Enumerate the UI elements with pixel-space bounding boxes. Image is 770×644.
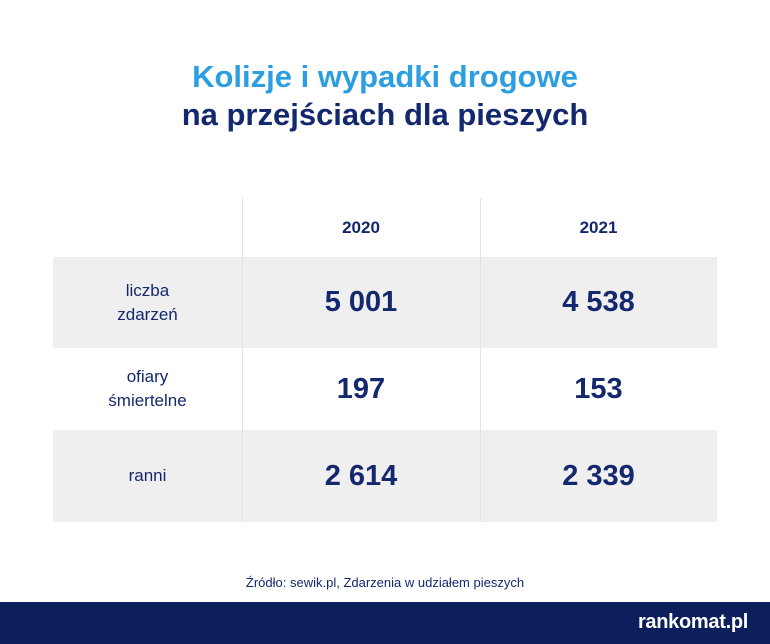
row-label-line-1: ranni xyxy=(128,466,167,485)
table-cell-value: 197 xyxy=(336,372,386,405)
title-line-1: Kolizje i wypadki drogowe xyxy=(192,59,578,94)
data-table: 2020 2021 liczba zdarzeń 5 001 4 538 ofi… xyxy=(53,198,717,522)
chart-title: Kolizje i wypadki drogowe na przejściach… xyxy=(0,58,770,134)
row-label-line-2: zdarzeń xyxy=(117,304,178,324)
table-cell-value: 2 614 xyxy=(324,459,398,492)
table-cell-value: 5 001 xyxy=(324,286,398,318)
table-row-ofiary-smiertelne: ofiary śmiertelne 197 153 xyxy=(53,348,717,430)
title-line-2: na przejściach dla pieszych xyxy=(181,97,589,132)
table-cell-value: 4 538 xyxy=(562,286,635,318)
source-note: Źródło: sewik.pl, Zdarzenia w udziałem p… xyxy=(245,575,525,590)
column-header-2020: 2020 xyxy=(342,218,380,237)
row-label: liczba zdarzeń xyxy=(53,257,242,348)
footer-bar: rankomat.pl xyxy=(0,602,770,644)
table-cell-value: 153 xyxy=(574,372,623,405)
table-row-ranni: ranni 2 614 2 339 xyxy=(53,430,717,522)
row-label-line-1: ofiary xyxy=(126,367,169,386)
row-label: ranni xyxy=(53,430,242,522)
column-divider xyxy=(480,198,481,522)
row-label-line-2: śmiertelne xyxy=(108,391,187,410)
column-header-2021: 2021 xyxy=(579,218,618,237)
row-label-line-1: liczba xyxy=(125,280,170,300)
table-row-liczba-zdarzen: liczba zdarzeń 5 001 4 538 xyxy=(53,257,717,348)
brand-logo: rankomat.pl xyxy=(637,611,748,633)
column-divider xyxy=(242,198,243,522)
row-label: ofiary śmiertelne xyxy=(53,348,242,430)
table-cell-value: 2 339 xyxy=(562,459,635,492)
